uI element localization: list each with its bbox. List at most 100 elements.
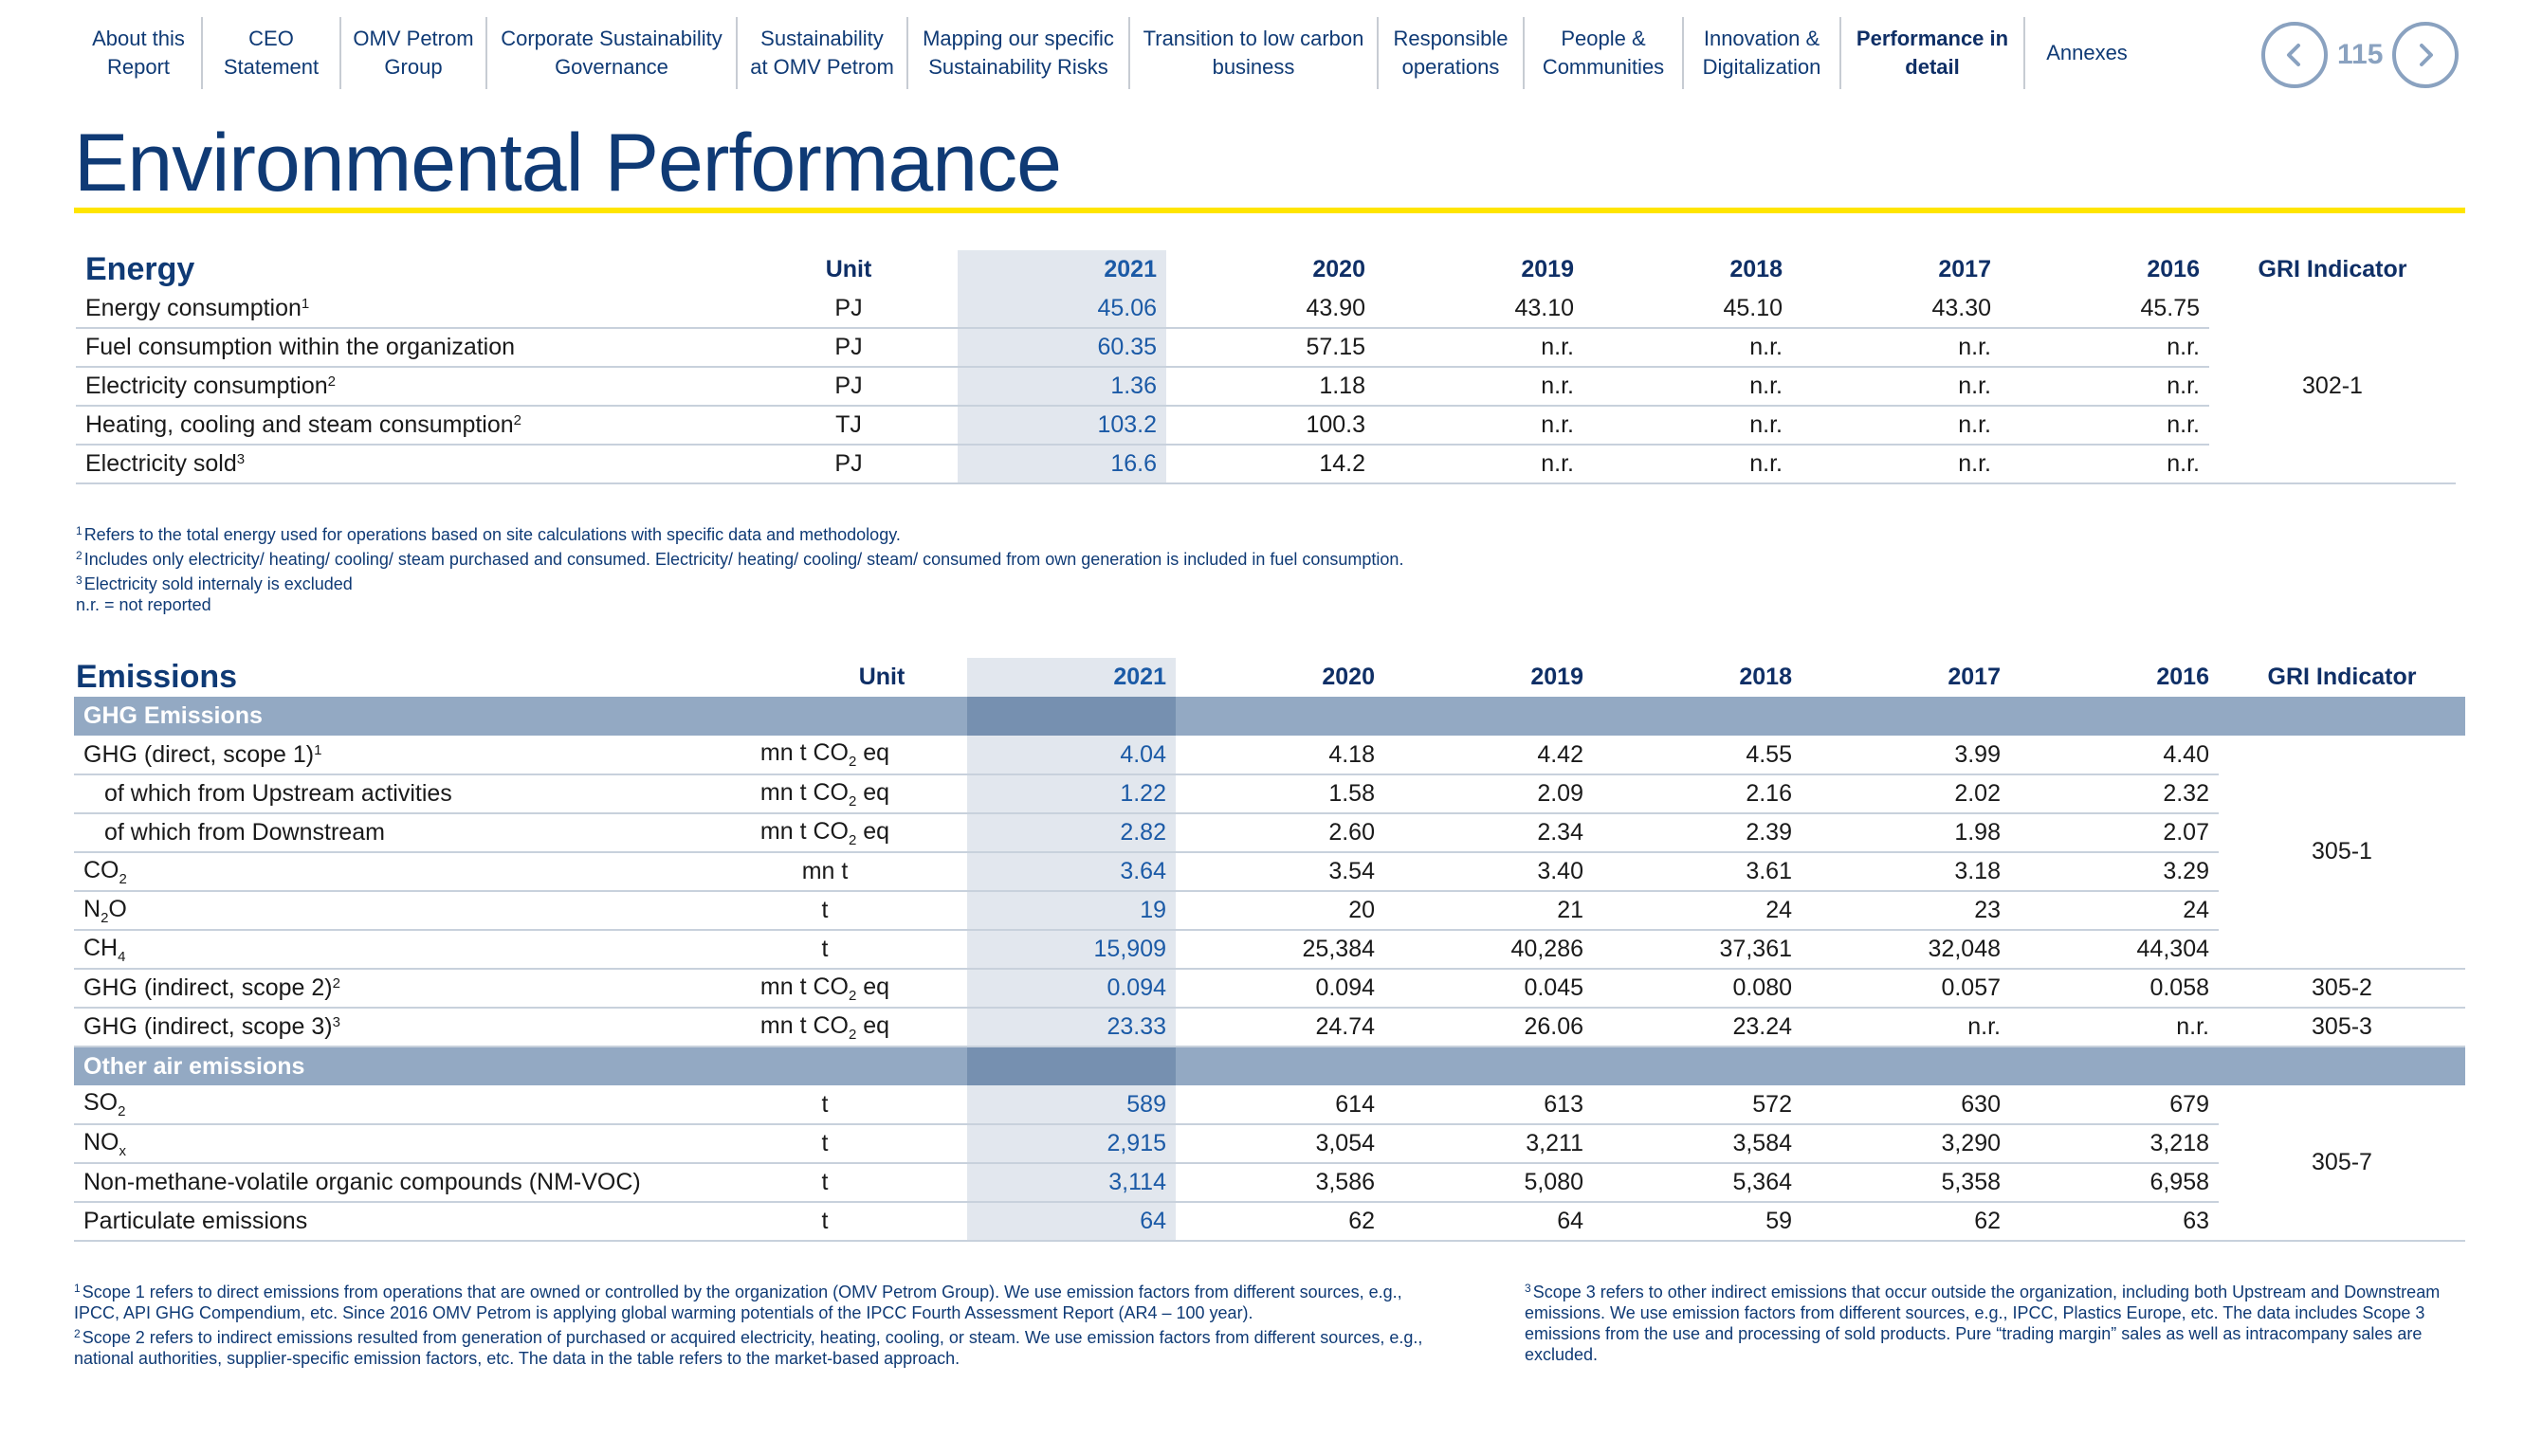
value-cell: 45.10	[1583, 289, 1792, 328]
value-cell: 3.29	[2010, 852, 2219, 891]
value-cell: 3,290	[1802, 1124, 2010, 1163]
value-cell: n.r.	[1802, 1008, 2010, 1046]
value-cell: 4.04	[967, 736, 1176, 774]
energy-header-row: Energy Unit 2021 2020 2019 2018 2017 201…	[76, 250, 2456, 289]
column-header-year: 2017	[1802, 658, 2010, 697]
value-cell: n.r.	[2001, 445, 2209, 483]
value-cell: 62	[1802, 1202, 2010, 1241]
unit-cell: mn t CO2 eq	[683, 1008, 967, 1046]
band-highlight	[967, 697, 1176, 736]
unit-cell: PJ	[740, 445, 958, 483]
table-row: of which from Downstream mn t CO2 eq 2.8…	[74, 813, 2465, 852]
value-cell: 0.057	[1802, 969, 2010, 1008]
value-cell: 2.34	[1384, 813, 1593, 852]
nav-item-people-communities[interactable]: People & Communities	[1525, 17, 1684, 89]
value-cell: 0.094	[1176, 969, 1384, 1008]
value-cell: 44,304	[2010, 930, 2219, 969]
nav-item-sustainability[interactable]: Sustainability at OMV Petrom	[738, 17, 908, 89]
next-page-button[interactable]	[2392, 22, 2459, 88]
row-label: Heating, cooling and steam consumption2	[76, 406, 740, 445]
value-cell: n.r.	[2001, 406, 2209, 445]
table-row: GHG (indirect, scope 3)3 mn t CO2 eq 23.…	[74, 1008, 2465, 1046]
previous-page-button[interactable]	[2261, 22, 2328, 88]
unit-cell: PJ	[740, 328, 958, 367]
value-cell: 45.06	[958, 289, 1166, 328]
table-row: GHG (direct, scope 1)1 mn t CO2 eq 4.04 …	[74, 736, 2465, 774]
nav-item-ceo-statement[interactable]: CEO Statement	[203, 17, 341, 89]
value-cell: 21	[1384, 891, 1593, 930]
value-cell: 613	[1384, 1085, 1593, 1124]
value-cell: 4.40	[2010, 736, 2219, 774]
value-cell: 4.42	[1384, 736, 1593, 774]
value-cell: 24.74	[1176, 1008, 1384, 1046]
unit-cell: mn t CO2 eq	[683, 736, 967, 774]
value-cell: n.r.	[1583, 445, 1792, 483]
value-cell: 630	[1802, 1085, 2010, 1124]
value-cell: 37,361	[1593, 930, 1802, 969]
column-header-unit: Unit	[683, 658, 967, 697]
value-cell: 2.07	[2010, 813, 2219, 852]
value-cell: 14.2	[1166, 445, 1375, 483]
value-cell: n.r.	[1583, 367, 1792, 406]
table-row: Electricity consumption2 PJ 1.36 1.18 n.…	[76, 367, 2456, 406]
footnote: 3 Scope 3 refers to other indirect emissi…	[1525, 1278, 2469, 1365]
value-cell: 2.09	[1384, 774, 1593, 813]
value-cell: n.r.	[1375, 367, 1583, 406]
value-cell: 679	[2010, 1085, 2219, 1124]
value-cell: 24	[1593, 891, 1802, 930]
footnote: 1 Refers to the total energy used for ope…	[76, 520, 1783, 545]
footnote: 2 Includes only electricity/ heating/ coo…	[76, 545, 1783, 570]
value-cell: 1.36	[958, 367, 1166, 406]
value-cell: 20	[1176, 891, 1384, 930]
gri-indicator-cell: 305-1	[2219, 736, 2465, 969]
value-cell: 15,909	[967, 930, 1176, 969]
nav-item-low-carbon[interactable]: Transition to low carbon business	[1130, 17, 1379, 89]
unit-cell: PJ	[740, 289, 958, 328]
column-header-unit: Unit	[740, 250, 958, 289]
unit-cell: t	[683, 891, 967, 930]
emissions-table: Emissions Unit 2021 2020 2019 2018 2017 …	[74, 658, 2465, 1242]
value-cell: 1.98	[1802, 813, 2010, 852]
nav-item-annexes[interactable]: Annexes	[2025, 17, 2149, 89]
row-label: Electricity sold3	[76, 445, 740, 483]
table-row: CO2 mn t 3.64 3.54 3.40 3.61 3.18 3.29	[74, 852, 2465, 891]
column-header-gri: GRI Indicator	[2209, 250, 2456, 289]
value-cell: 3,218	[2010, 1124, 2219, 1163]
emissions-footnotes-right: 3 Scope 3 refers to other indirect emissi…	[1525, 1278, 2469, 1365]
value-cell: 63	[2010, 1202, 2219, 1241]
value-cell: n.r.	[2010, 1008, 2219, 1046]
unit-cell: TJ	[740, 406, 958, 445]
value-cell: 43.90	[1166, 289, 1375, 328]
gri-indicator-cell: 302-1	[2209, 289, 2456, 483]
table-row: SO2 t 589 614 613 572 630 679 305-7	[74, 1085, 2465, 1124]
gri-indicator-cell: 305-7	[2219, 1085, 2465, 1241]
emissions-footnotes-left: 1 Scope 1 refers to direct emissions from…	[74, 1278, 1439, 1369]
value-cell: 3,586	[1176, 1163, 1384, 1202]
nav-item-innovation[interactable]: Innovation & Digitalization	[1684, 17, 1841, 89]
value-cell: 3.54	[1176, 852, 1384, 891]
band-highlight	[967, 1046, 1176, 1085]
footnote: 1 Scope 1 refers to direct emissions from…	[74, 1278, 1439, 1323]
column-header-year: 2016	[2001, 250, 2209, 289]
band-fill	[1176, 697, 2465, 736]
gri-indicator-cell: 305-3	[2219, 1008, 2465, 1046]
nav-item-governance[interactable]: Corporate Sustainability Governance	[487, 17, 738, 89]
nav-item-risks[interactable]: Mapping our specific Sustainability Risk…	[908, 17, 1130, 89]
value-cell: n.r.	[1375, 406, 1583, 445]
nav-item-omv-petrom-group[interactable]: OMV Petrom Group	[341, 17, 487, 89]
unit-cell: t	[683, 1124, 967, 1163]
value-cell: 2.82	[967, 813, 1176, 852]
value-cell: 3,584	[1593, 1124, 1802, 1163]
value-cell: n.r.	[1375, 328, 1583, 367]
table-row: CH4 t 15,909 25,384 40,286 37,361 32,048…	[74, 930, 2465, 969]
nav-item-responsible-operations[interactable]: Responsible operations	[1379, 17, 1525, 89]
value-cell: 2.16	[1593, 774, 1802, 813]
table-row: N2O t 19 20 21 24 23 24	[74, 891, 2465, 930]
table-row: Energy consumption1 PJ 45.06 43.90 43.10…	[76, 289, 2456, 328]
nav-item-performance[interactable]: Performance in detail	[1841, 17, 2025, 89]
column-header-year: 2017	[1792, 250, 2001, 289]
value-cell: 43.30	[1792, 289, 2001, 328]
nav-item-about[interactable]: About this Report	[76, 17, 203, 89]
value-cell: 100.3	[1166, 406, 1375, 445]
value-cell: 59	[1593, 1202, 1802, 1241]
